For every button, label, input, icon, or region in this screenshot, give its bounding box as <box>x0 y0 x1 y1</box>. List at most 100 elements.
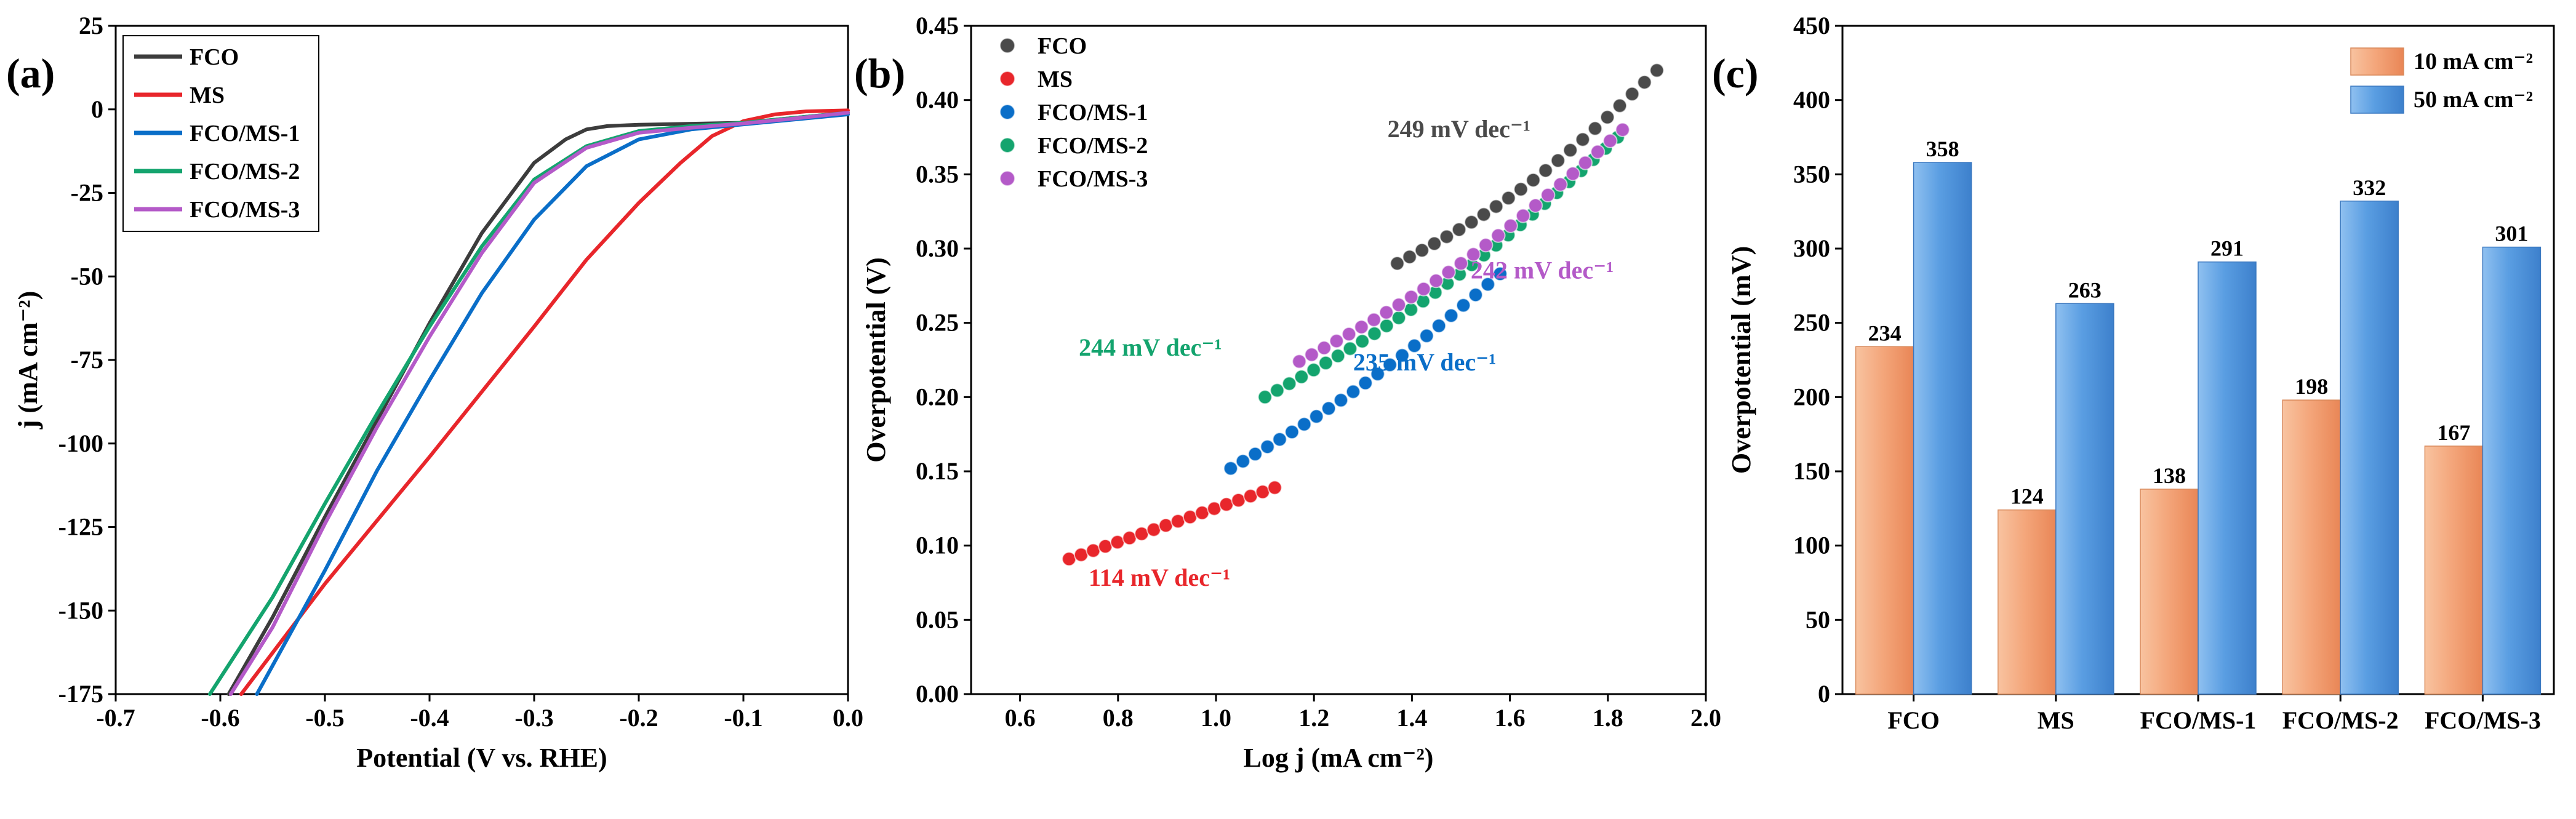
panel-b-point-fco-ms-1 <box>1272 432 1287 447</box>
panel-a-legend-label: FCO/MS-3 <box>190 197 300 223</box>
panel-b-point-fco-ms-2 <box>1330 348 1346 364</box>
panel-c-bar-10-ma-cm-fco-ms-2 <box>2282 399 2341 695</box>
panel-b-point-fco-ms-2 <box>1403 302 1418 318</box>
panel-c-y-tick-label: 300 <box>1793 234 1830 262</box>
panel-b-point-fco-ms-1 <box>1284 425 1300 439</box>
panel-b-x-tick-label: 1.8 <box>1593 704 1623 732</box>
panel-b-point-fco-ms-3 <box>1416 281 1431 297</box>
panel-b-point-ms <box>1267 480 1282 495</box>
panel-b-point-fco-ms-3 <box>1503 218 1518 233</box>
panel-b-point-fco-ms-3 <box>1590 144 1606 159</box>
panel-b-point-fco <box>1452 222 1466 238</box>
panel-a-legend-label: MS <box>190 82 225 108</box>
panel-c-bar-50-ma-cm-fco-ms-3 <box>2482 246 2542 695</box>
panel-c-legend-label: 50 mA cm⁻² <box>2414 87 2533 113</box>
panel-a-y-tick-label: -175 <box>58 680 103 708</box>
panel-a-legend-label: FCO/MS-1 <box>190 121 300 146</box>
panel-b-point-fco-ms-3 <box>1454 256 1468 271</box>
panel-c-y-tick-label: 50 <box>1806 605 1830 633</box>
panel-b-point-fco-ms-3 <box>1490 228 1506 243</box>
panel-b-y-axis-label: Overpotential (V) <box>861 257 891 463</box>
panel-b-point-fco-ms-2 <box>1282 376 1297 391</box>
panel-b-point-fco-ms-3 <box>1329 334 1344 349</box>
panel-b-point-ms <box>1207 501 1222 516</box>
panel-b-point-fco-ms-3 <box>1342 327 1357 342</box>
panel-c-bar-10-ma-cm-fco-ms-3 <box>2424 445 2484 695</box>
panel-b-point-ms <box>1098 538 1113 554</box>
panel-b-legend-marker <box>999 104 1015 120</box>
panel-b-point-fco-ms-3 <box>1602 133 1618 148</box>
panel-b-x-tick-label: 0.8 <box>1103 704 1134 732</box>
panel-b-point-fco-ms-3 <box>1528 198 1543 213</box>
panel-b-point-fco <box>1637 74 1652 90</box>
panel-b-point-ms <box>1170 514 1186 529</box>
panel-b-point-fco-ms-1 <box>1492 266 1508 281</box>
panel-c-bar-value-label: 332 <box>2353 175 2386 200</box>
panel-b-point-fco-ms-1 <box>1468 287 1483 303</box>
panel-b-point-fco-ms-3 <box>1428 273 1444 289</box>
panel-b-point-fco <box>1501 190 1516 206</box>
panel-a-y-tick-label: 25 <box>79 12 103 39</box>
panel-b-point-fco-ms-2 <box>1342 341 1358 356</box>
panel-b-point-fco-ms-3 <box>1441 265 1456 280</box>
panel-b-slope-annotation: 114 mV dec⁻¹ <box>1089 564 1230 591</box>
panel-c-bar-50-ma-cm-fco-ms-2 <box>2340 201 2399 695</box>
panel-b-point-fco-ms-1 <box>1370 366 1385 382</box>
panel-b-point-fco <box>1513 182 1529 197</box>
panel-a-y-tick-label: -150 <box>58 596 103 624</box>
panel-b-x-tick-label: 2.0 <box>1690 704 1721 732</box>
panel-b-x-tick-label: 0.6 <box>1005 704 1036 732</box>
panel-c-y-axis-label: Overpotential (mV) <box>1726 246 1756 474</box>
panel-b-y-tick-label: 0.10 <box>916 532 959 559</box>
panel-b-point-fco-ms-1 <box>1334 393 1348 408</box>
panel-b-y-tick-label: 0.30 <box>916 234 959 262</box>
panel-a-y-tick-label: -125 <box>58 513 103 541</box>
panel-a-y-tick-label: 0 <box>91 95 103 123</box>
panel-b-y-tick-label: 0.05 <box>916 605 959 633</box>
panel-b-plot-frame <box>970 25 1707 695</box>
panel-a-curve-ms <box>239 108 850 696</box>
panel-b-point-ms <box>1194 505 1210 521</box>
panel-b-point-fco-ms-1 <box>1431 318 1447 334</box>
panel-b-point-fco-ms-3 <box>1466 247 1481 262</box>
panel-b-point-fco-ms-2 <box>1379 318 1394 334</box>
panel-c-bar-50-ma-cm-fco <box>1913 162 1972 695</box>
panel-b-point-fco <box>1402 249 1417 265</box>
panel-c-bar-value-label: 167 <box>2437 420 2470 445</box>
panel-b-point-fco-ms-3 <box>1391 297 1406 313</box>
panel-c-bar-50-ma-cm-fco-ms-1 <box>2198 261 2257 695</box>
panel-a-x-tick-label: -0.1 <box>724 704 762 732</box>
panel-b-legend-label: FCO/MS-2 <box>1038 133 1148 159</box>
panel-b-x-tick-label: 1.0 <box>1201 704 1231 732</box>
panel-a-x-tick-label: -0.3 <box>514 704 553 732</box>
panel-b-point-fco-ms-1 <box>1321 401 1337 416</box>
panel-b-point-fco <box>1550 153 1566 168</box>
panel-a-legend-label: FCO <box>190 44 239 70</box>
panel-b-point-ms <box>1158 517 1174 533</box>
panel-b-legend-label: FCO <box>1038 33 1087 59</box>
panel-b-x-tick-label: 1.6 <box>1495 704 1526 732</box>
panel-a-x-tick-label: -0.5 <box>305 704 344 732</box>
panel-b-point-fco-ms-3 <box>1540 188 1556 202</box>
panel-b-point-fco-ms-1 <box>1247 446 1263 461</box>
panel-b: 0.6 0.8 1.0 1.2 1.4 1.6 1.8 2.0 0.00 0.05 0.10 0.15… <box>854 12 1721 773</box>
panel-b-point-ms <box>1231 493 1246 508</box>
panel-b-point-fco-ms-1 <box>1394 348 1410 363</box>
panel-b-point-fco <box>1625 86 1640 102</box>
panel-b-slope-annotation: 244 mV dec⁻¹ <box>1079 334 1222 361</box>
panel-b-y-tick-label: 0.20 <box>916 383 959 410</box>
panel-b-legend-marker <box>999 38 1015 54</box>
panel-b-y-tick-label: 0.40 <box>916 86 959 114</box>
panel-b-y-tick-label: 0.15 <box>916 457 959 485</box>
panel-c-bar-value-label: 234 <box>1868 321 1902 345</box>
panel-b-legend-marker <box>999 170 1015 186</box>
panel-b-point-fco-ms-2 <box>1318 355 1334 370</box>
panel-b-point-fco-ms-1 <box>1382 357 1398 372</box>
panel-b-point-fco-ms-1 <box>1309 409 1324 424</box>
panel-b-point-fco-ms-3 <box>1553 177 1568 192</box>
panel-c-bar-value-label: 291 <box>2210 236 2244 261</box>
panel-b-point-fco <box>1575 132 1590 147</box>
panel-b-point-fco <box>1526 172 1541 188</box>
panel-b-y-tick-label: 0.35 <box>916 160 959 188</box>
